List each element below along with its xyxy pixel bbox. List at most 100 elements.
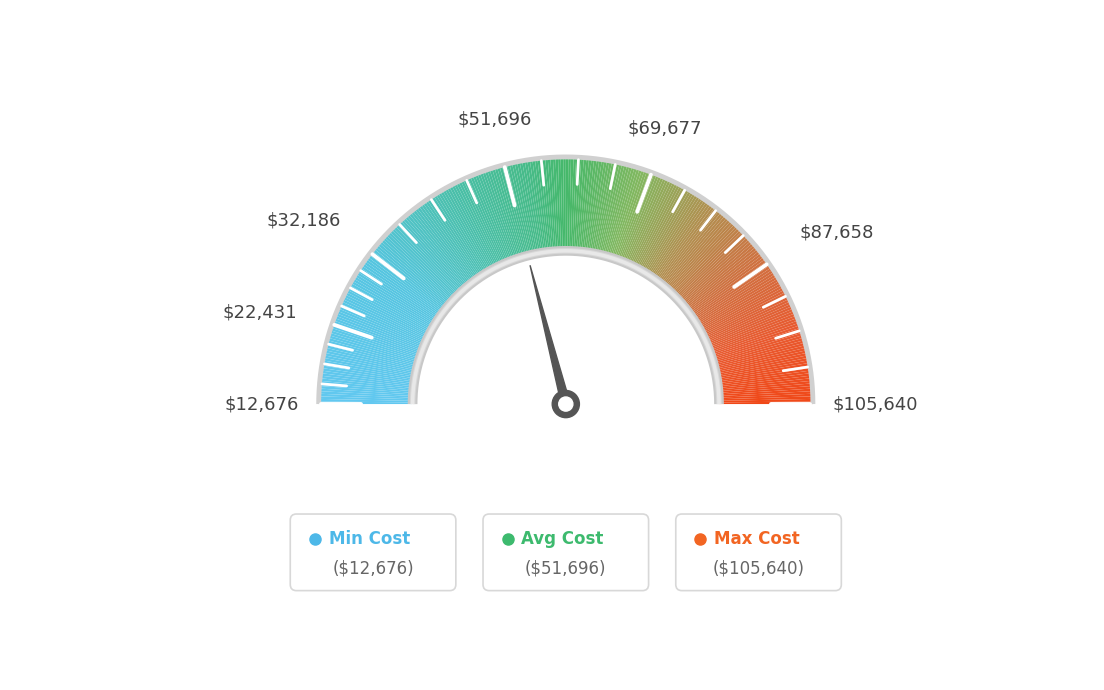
Wedge shape [384,235,454,300]
Wedge shape [401,219,465,290]
Wedge shape [625,176,664,264]
Wedge shape [393,226,459,295]
Wedge shape [347,287,431,333]
Wedge shape [669,222,735,293]
Wedge shape [320,373,414,386]
Wedge shape [719,384,813,393]
Wedge shape [530,159,545,253]
Wedge shape [319,388,413,396]
Wedge shape [671,224,736,293]
Wedge shape [680,239,751,303]
Text: ($105,640): ($105,640) [712,560,805,578]
Wedge shape [443,189,490,271]
Wedge shape [701,290,786,335]
Wedge shape [688,255,764,313]
Wedge shape [638,186,684,270]
Wedge shape [709,315,797,351]
Wedge shape [639,188,687,270]
Wedge shape [664,214,725,287]
Wedge shape [658,207,718,283]
Text: Min Cost: Min Cost [329,530,410,548]
Wedge shape [719,386,813,395]
Wedge shape [649,197,702,277]
Wedge shape [358,270,437,322]
Wedge shape [509,163,532,255]
Wedge shape [328,335,418,363]
Wedge shape [492,168,521,258]
Wedge shape [452,184,496,268]
Wedge shape [550,157,558,251]
Wedge shape [596,162,617,254]
Wedge shape [396,222,463,293]
Text: $32,186: $32,186 [267,212,341,230]
Wedge shape [432,195,484,275]
Wedge shape [342,297,428,339]
Wedge shape [321,366,414,382]
Wedge shape [343,294,428,337]
Wedge shape [361,263,440,318]
Wedge shape [667,219,731,290]
Wedge shape [320,378,413,390]
Wedge shape [418,204,476,281]
Wedge shape [718,368,810,383]
Wedge shape [636,184,680,268]
Wedge shape [662,212,723,286]
Wedge shape [319,391,413,397]
Wedge shape [412,209,471,284]
Wedge shape [676,231,744,298]
Wedge shape [553,157,560,251]
Wedge shape [555,157,561,251]
Wedge shape [718,375,811,388]
Text: Avg Cost: Avg Cost [521,530,604,548]
Wedge shape [321,363,415,380]
Wedge shape [436,193,487,274]
Wedge shape [485,170,517,259]
Wedge shape [712,330,803,359]
Wedge shape [716,360,809,379]
Wedge shape [716,355,808,375]
Wedge shape [522,160,540,253]
Polygon shape [413,251,719,404]
Wedge shape [319,402,413,404]
Wedge shape [346,290,431,335]
Wedge shape [582,158,594,252]
Text: $22,431: $22,431 [222,303,297,321]
Wedge shape [368,255,444,313]
Wedge shape [458,181,500,266]
Text: $87,658: $87,658 [799,224,873,241]
Wedge shape [520,161,539,253]
Wedge shape [336,310,424,348]
Wedge shape [423,201,478,279]
Wedge shape [631,181,673,266]
Wedge shape [331,323,421,355]
FancyBboxPatch shape [676,514,841,591]
Wedge shape [331,325,421,357]
Wedge shape [463,178,503,265]
Wedge shape [540,158,551,252]
Wedge shape [719,388,813,396]
Wedge shape [505,164,529,256]
Wedge shape [372,248,447,309]
Wedge shape [588,159,605,253]
Wedge shape [719,394,813,400]
Wedge shape [329,330,420,359]
Wedge shape [719,396,813,401]
Text: ($12,676): ($12,676) [332,560,414,578]
Wedge shape [707,306,794,345]
Wedge shape [678,235,747,300]
Wedge shape [454,183,498,268]
Wedge shape [672,226,739,295]
Wedge shape [434,194,485,275]
Wedge shape [534,159,549,252]
Wedge shape [475,173,511,262]
Wedge shape [716,363,810,380]
Wedge shape [692,265,772,319]
Wedge shape [719,399,813,402]
Wedge shape [320,371,414,385]
Wedge shape [605,166,633,257]
Wedge shape [652,199,707,278]
Wedge shape [683,246,757,308]
Wedge shape [449,185,495,269]
Wedge shape [647,194,698,275]
Wedge shape [332,320,422,354]
